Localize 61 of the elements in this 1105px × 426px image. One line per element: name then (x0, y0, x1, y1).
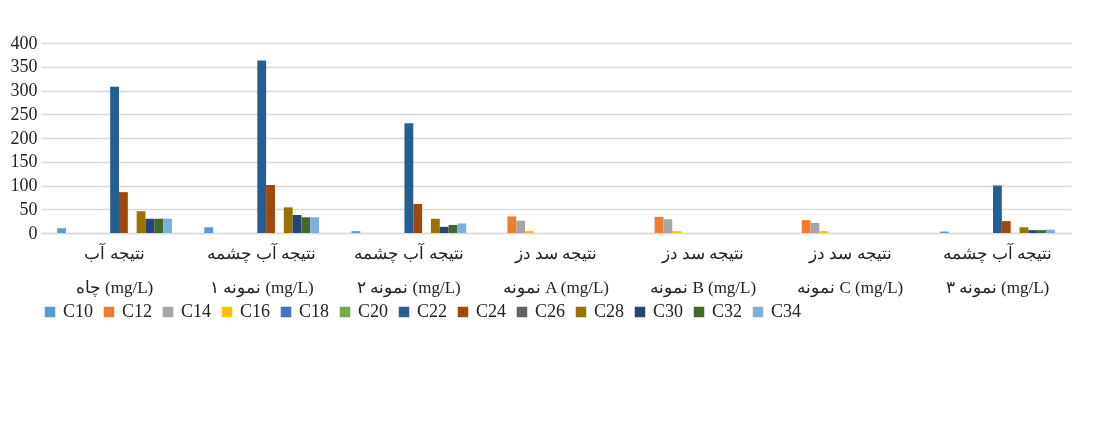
y-tick-label: 150 (10, 151, 38, 172)
legend-label: C30 (653, 301, 684, 321)
legend-label: C24 (476, 301, 507, 321)
y-tick-label: 400 (10, 32, 38, 53)
bar (1001, 221, 1011, 233)
legend-label: C16 (240, 301, 271, 321)
bar (430, 218, 440, 233)
bar (118, 192, 128, 233)
bar (413, 204, 423, 233)
bar (57, 228, 67, 233)
x-tick-label: نتیجه آب چاه (mg/L) (75, 241, 154, 298)
legend-label: C18 (299, 301, 330, 321)
y-tick-label: 300 (10, 80, 38, 100)
bar (1037, 230, 1046, 233)
bar (663, 219, 673, 233)
bar (145, 218, 155, 233)
y-tick-label: 350 (10, 56, 38, 77)
bar (257, 60, 267, 233)
bar (457, 223, 467, 233)
legend-label: C12 (122, 301, 153, 321)
bar (507, 216, 517, 233)
legend-label: C32 (712, 301, 743, 321)
legend-label: C34 (771, 301, 802, 321)
legend-label: C26 (535, 301, 566, 321)
bar (283, 207, 293, 233)
x-tick-label: نتیجه آب چشمه نمونه ۳ (mg/L) (942, 241, 1053, 298)
legend-label: C22 (417, 301, 448, 321)
bar (154, 218, 164, 233)
y-tick-label: 200 (10, 127, 38, 148)
y-tick-label: 50 (19, 198, 38, 219)
bar (292, 214, 302, 233)
bar (516, 220, 526, 233)
bar (310, 217, 320, 233)
x-tick-label: نتیجه آب چشمه نمونه ۲ (mg/L) (354, 241, 464, 298)
bar (136, 211, 146, 233)
bar (404, 123, 414, 233)
y-tick-label: 100 (10, 175, 38, 195)
bar (993, 185, 1002, 233)
bar (448, 224, 458, 233)
bar (301, 217, 311, 233)
legend-label: C10 (63, 301, 94, 321)
bar (110, 86, 119, 233)
x-tick-label: نتیجه سد دز نمونه C (mg/L) (797, 243, 904, 298)
legend-label: C20 (358, 301, 389, 321)
bar (810, 223, 820, 233)
x-tick-label: نتیجه آب چشمه نمونه ۱ (mg/L) (206, 241, 317, 298)
bar (204, 227, 214, 233)
bar (654, 216, 664, 233)
bar (1019, 227, 1029, 233)
y-tick-label: 0 (28, 222, 38, 243)
bar (266, 185, 275, 233)
bar (1045, 229, 1055, 233)
bar (801, 220, 811, 233)
legend-label: C14 (181, 301, 212, 321)
x-tick-label: نتیجه سد دز نمونه B (mg/L) (650, 243, 757, 298)
bar (163, 218, 172, 233)
x-tick-label: نتیجه سد دز نمونه A (mg/L) (503, 243, 609, 298)
bar (1028, 230, 1038, 233)
bar (439, 226, 449, 233)
y-tick-label: 250 (10, 103, 38, 124)
legend-label: C28 (594, 301, 625, 321)
